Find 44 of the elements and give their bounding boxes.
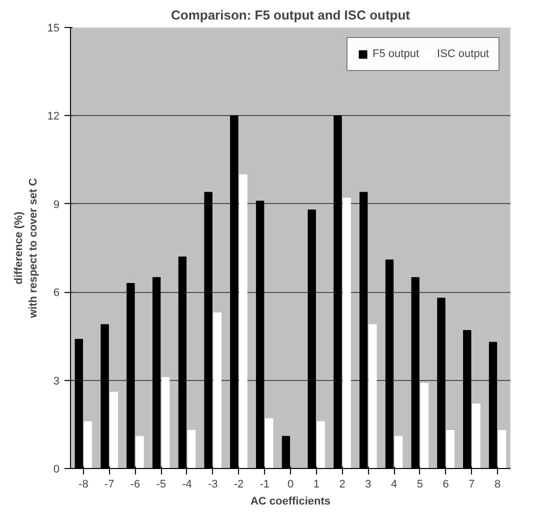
bar	[368, 324, 377, 468]
bar	[342, 198, 351, 468]
x-tick-label: 7	[468, 478, 475, 490]
x-tick-label: -3	[208, 478, 218, 490]
bar	[213, 312, 222, 468]
x-tick-label: 2	[339, 478, 346, 490]
x-axis-title: AC coefficients	[250, 496, 331, 508]
y-tick-label: 3	[53, 375, 60, 388]
y-tick-label: 9	[53, 198, 60, 211]
y-tick-label: 12	[47, 110, 60, 123]
x-tick-label: 8	[494, 478, 501, 490]
bar	[136, 436, 144, 468]
x-tick-label: -8	[78, 478, 88, 490]
bar	[316, 421, 326, 468]
bar	[239, 174, 248, 468]
y-tick-label: 15	[47, 22, 60, 34]
bar	[84, 421, 92, 468]
x-tick-label: 1	[313, 478, 320, 490]
bar	[110, 392, 118, 468]
bar	[187, 430, 196, 468]
x-tick-label: -5	[156, 478, 166, 490]
y-axis-title: difference (%) with respect to cover set C	[12, 178, 40, 319]
x-tick-label: 0	[287, 478, 294, 490]
x-tick-label: -6	[130, 478, 140, 490]
x-tick-label: 3	[365, 478, 372, 490]
y-tick-label: 0	[53, 464, 60, 476]
x-tick-label: 4	[390, 478, 398, 490]
x-tick-label: -2	[234, 478, 244, 490]
bar	[472, 404, 480, 468]
x-tick-label: 6	[442, 478, 449, 490]
x-tick-label: 5	[416, 478, 423, 490]
x-tick-label: -1	[260, 478, 270, 490]
chart-title: Comparison: F5 output and ISC output	[170, 8, 411, 22]
bar	[394, 436, 403, 468]
bar	[498, 430, 506, 468]
text: ISC output	[437, 48, 489, 60]
x-tick-label: -4	[182, 478, 192, 490]
bar	[420, 382, 429, 468]
x-tick-label: -7	[104, 478, 114, 490]
bar	[162, 377, 170, 468]
legend-label: F5 output	[372, 48, 420, 60]
bar	[446, 430, 454, 468]
y-tick-label: 6	[53, 287, 60, 300]
bar	[265, 418, 274, 468]
